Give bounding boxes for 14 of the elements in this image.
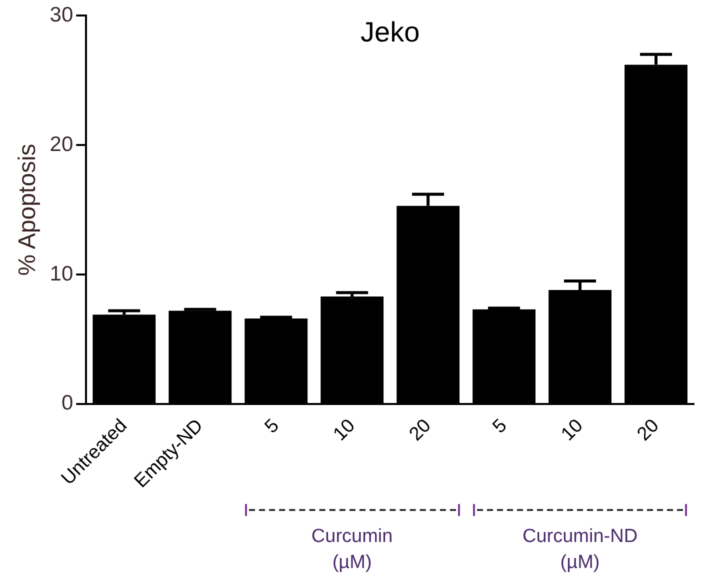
y-tick-label: 30 bbox=[50, 3, 74, 26]
y-tick-label: 0 bbox=[61, 392, 74, 415]
x-tick-label: 10 bbox=[330, 415, 360, 446]
text: Curcumin (µM) bbox=[311, 525, 393, 575]
x-tick-label: 5 bbox=[261, 415, 284, 438]
x-tick-label: 5 bbox=[488, 415, 512, 438]
x-tick-label: 10 bbox=[557, 415, 588, 446]
y-axis-title: % Apoptosis bbox=[14, 144, 42, 276]
y-tick-label: 20 bbox=[50, 132, 74, 156]
chart-title: Jeko bbox=[360, 16, 420, 48]
y-tick-label: 10 bbox=[50, 262, 74, 286]
x-tick-label: 20 bbox=[633, 415, 664, 446]
x-tick-label: 20 bbox=[406, 415, 436, 446]
text: Curcumin-ND (µM) bbox=[522, 525, 638, 575]
